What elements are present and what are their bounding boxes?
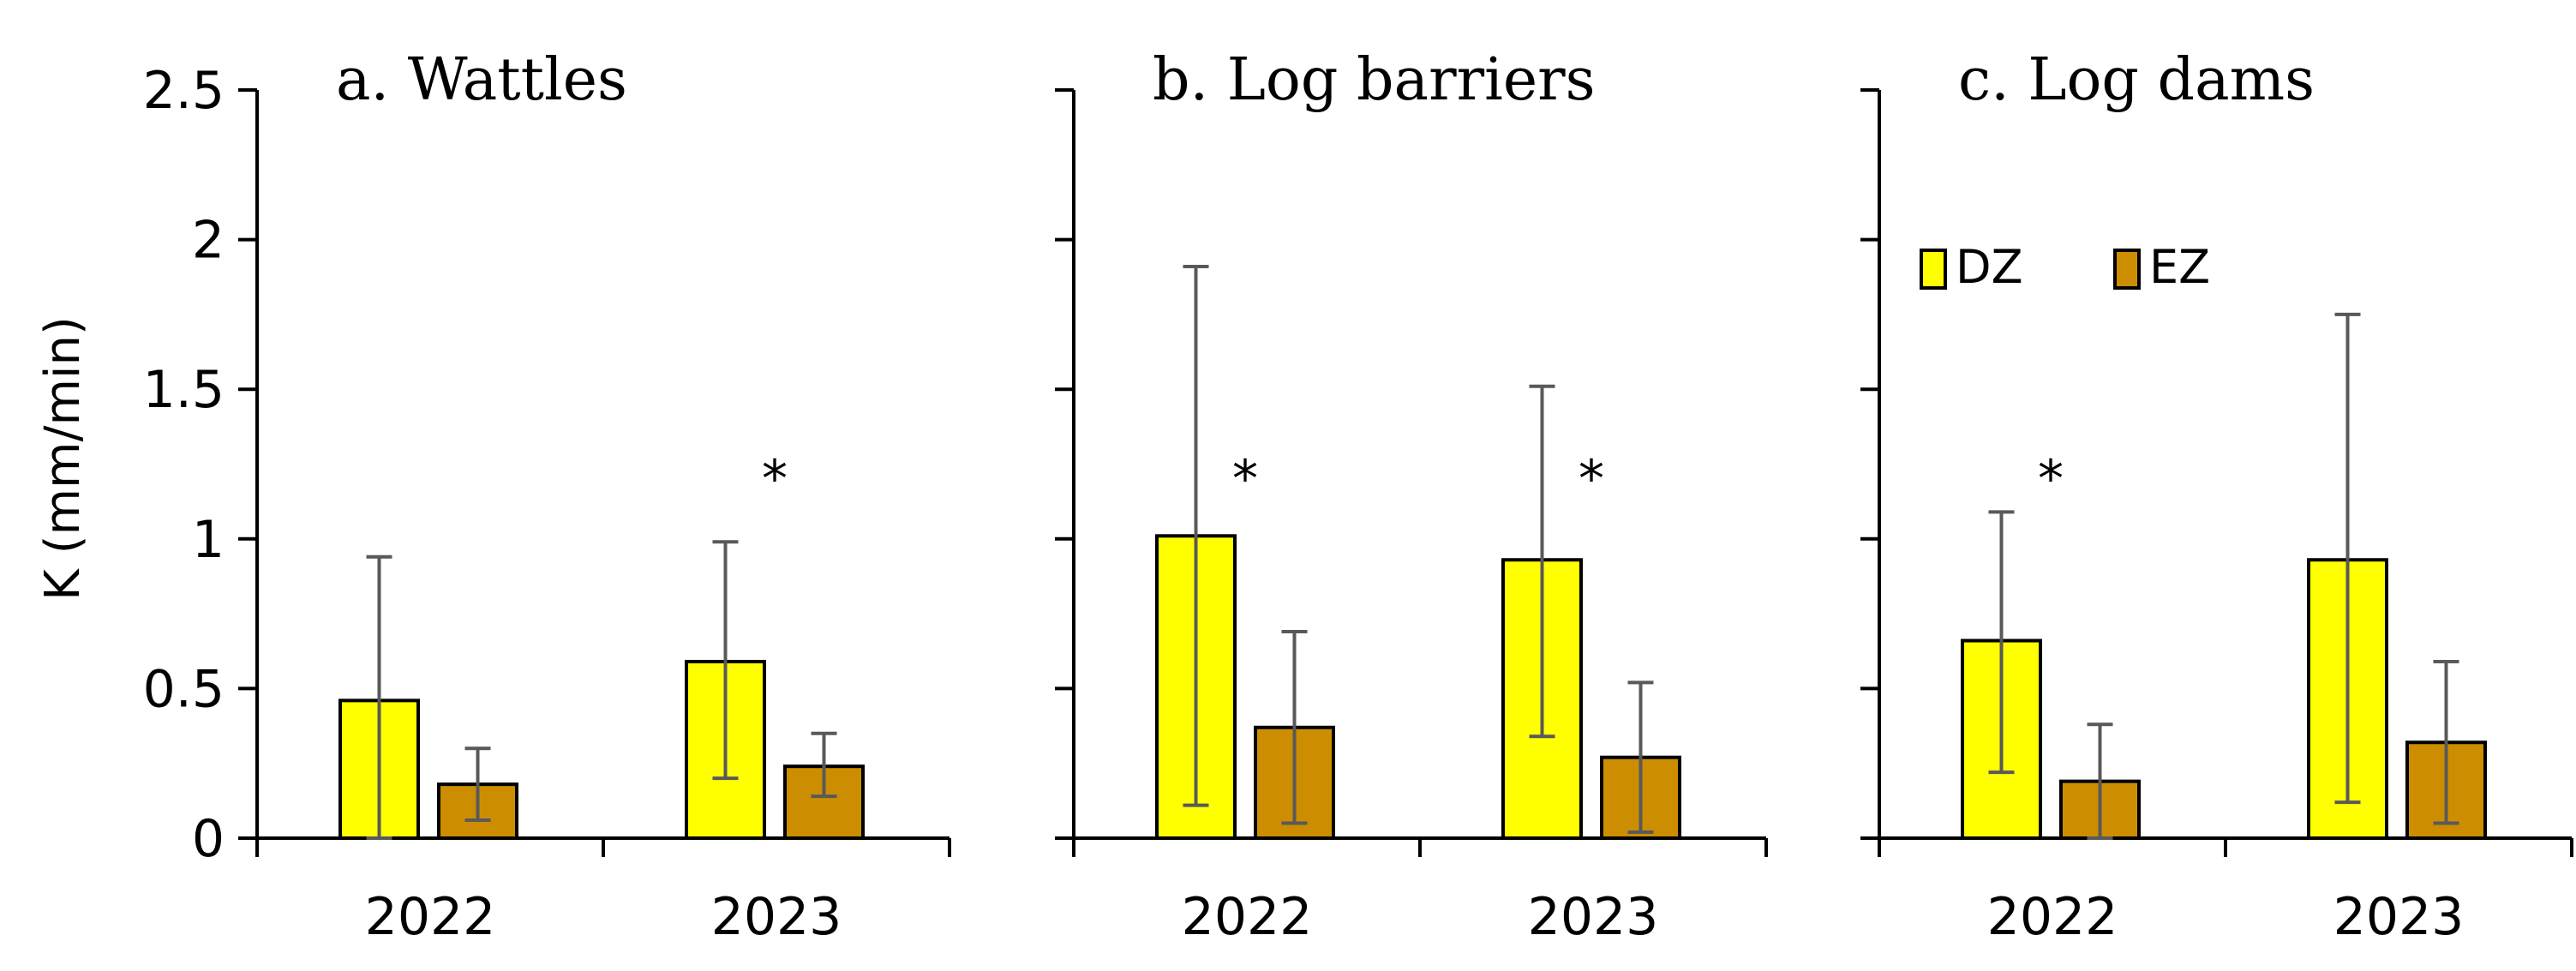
significance-marker: * [762,449,788,509]
bar-ez-2023 [783,764,865,841]
legend-label-ez: EZ [2149,240,2210,294]
y-axis-title: K (mm/min) [35,316,91,601]
y-tick-label: 0 [192,809,225,869]
error-bar-dz-2022 [1183,265,1209,807]
panel-title: b. Log barriers [1153,46,1595,114]
panel-1: 0 0.5 1 1.5 2 2.5 2022 2023 a. Wattles * [143,46,951,947]
y-tick-label: 2.5 [143,61,225,121]
error-bar-dz-2023 [1529,384,1555,739]
significance-marker: * [1579,449,1604,509]
error-bar-dz-2022 [1988,510,2015,775]
legend-swatch-dz [1920,249,1947,290]
legend-swatch-ez [2113,249,2141,290]
x-tick-label: 2023 [2333,887,2465,947]
legend-item-ez: EZ [2113,240,2210,294]
panel-3: 2022 2023 c. Log dams * [1860,46,2573,947]
y-tick-label: 1.5 [143,360,225,420]
y-tick-label: 1 [192,510,225,570]
panel-title: c. Log dams [1958,46,2315,114]
x-tick-label: 2023 [1528,887,1659,947]
legend-label-dz: DZ [1956,240,2023,294]
significance-marker: * [2038,449,2064,509]
error-bar-ez-2023 [811,731,837,799]
error-bar-ez-2022 [2087,722,2113,840]
error-bar-dz-2023 [712,540,739,781]
error-bar-ez-2022 [1281,630,1308,825]
x-tick-label: 2023 [711,887,842,947]
panel-2: 2022 2023 b. Log barriers * * [1055,46,1768,947]
y-tick-label: 2 [192,211,225,271]
panels-layer: 0 0.5 1 1.5 2 2.5 2022 2023 a. Wattles * 2022 2023 b… [143,46,2573,947]
error-bar-ez-2023 [1627,680,1654,835]
y-axis-title-group: K (mm/min) [35,316,91,601]
legend-item-dz: DZ [1920,240,2023,294]
error-bar-dz-2022 [366,554,392,840]
panel-title: a. Wattles [336,46,627,114]
x-tick-label: 2022 [365,887,496,947]
error-bar-dz-2023 [2334,312,2361,805]
legend: DZ EZ [1920,240,2210,294]
significance-marker: * [1232,449,1258,509]
error-bar-ez-2022 [464,746,491,823]
y-tick-label: 0.5 [143,659,225,719]
x-tick-label: 2022 [1987,887,2118,947]
error-bar-ez-2023 [2433,659,2459,825]
x-tick-label: 2022 [1182,887,1313,947]
